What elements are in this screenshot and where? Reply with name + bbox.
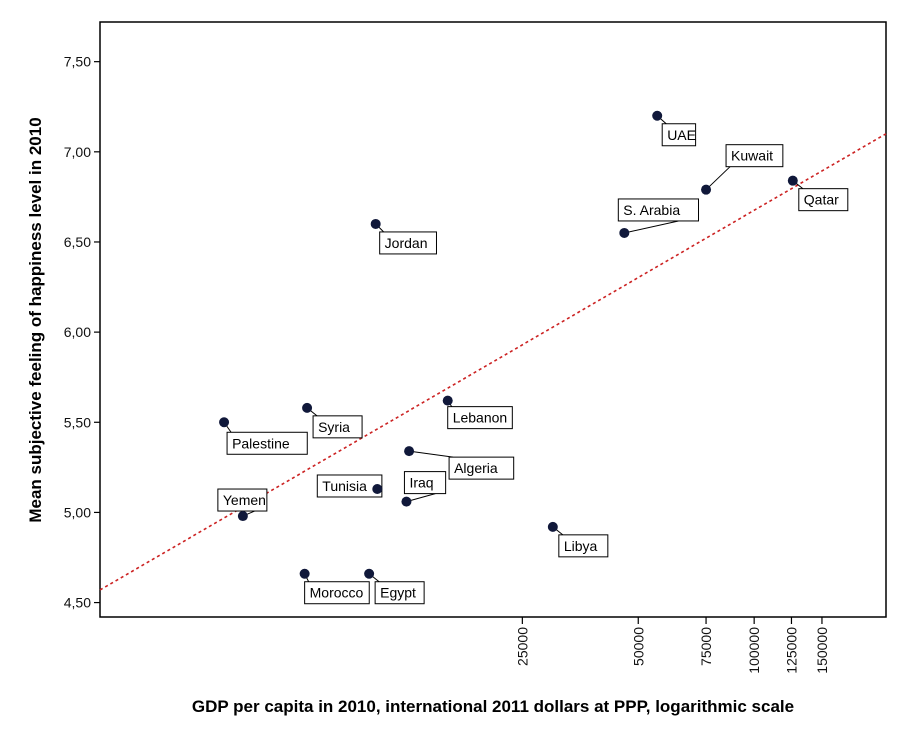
data-point-group: Yemen [217, 488, 268, 522]
y-tick-label: 5,50 [64, 414, 91, 430]
y-tick-label: 7,50 [64, 54, 91, 70]
point-label: Yemen [223, 492, 266, 508]
data-point-group: Tunisia [316, 474, 383, 498]
data-point-group: S. Arabia [617, 198, 700, 238]
data-point [370, 218, 381, 229]
data-point-group: Algeria [404, 446, 515, 480]
y-axis-title: Mean subjective feeling of happiness lev… [26, 117, 45, 522]
label-box [448, 456, 515, 480]
point-label: Morocco [310, 585, 364, 601]
point-label: Kuwait [731, 148, 773, 164]
data-point-group: Qatar [787, 175, 849, 212]
label-leader-line [705, 166, 731, 191]
data-point [302, 402, 313, 413]
x-axis: 25000 50000 75000 100000 125000 150000 [514, 617, 830, 674]
data-point [619, 227, 630, 238]
label-leader-line [624, 220, 679, 234]
x-tick-label: 150000 [814, 627, 830, 674]
point-label: Jordan [385, 235, 428, 251]
point-label: S. Arabia [623, 202, 680, 218]
label-box [312, 415, 363, 439]
data-point [442, 395, 453, 406]
y-tick-label: 5,00 [64, 504, 91, 520]
y-tick-label: 6,50 [64, 234, 91, 250]
label-box [374, 581, 425, 605]
data-point [547, 521, 558, 532]
data-point-group: Libya [547, 521, 609, 558]
x-tick-label: 100000 [746, 627, 762, 674]
label-box [558, 534, 609, 558]
data-point-group: Kuwait [701, 144, 784, 195]
label-box [379, 231, 437, 255]
plot-frame [99, 21, 887, 618]
data-point-group: Morocco [299, 568, 370, 605]
point-label: Syria [318, 419, 350, 435]
point-label: Egypt [380, 585, 416, 601]
label-box [304, 581, 370, 605]
data-point [787, 175, 798, 186]
point-label: Palestine [232, 435, 290, 451]
point-label: UAE [667, 127, 696, 143]
y-tick-label: 6,00 [64, 324, 91, 340]
points-group: Palestine Yemen Syria Morocco Egypt Jordan Tun… [217, 110, 849, 605]
data-point-group: Lebanon [442, 395, 513, 430]
label-box [798, 188, 849, 212]
label-box [661, 123, 697, 147]
trendline-group [99, 133, 887, 591]
label-leader-line [409, 450, 454, 458]
point-label: Tunisia [322, 478, 367, 494]
label-box [403, 471, 447, 495]
label-box [617, 198, 700, 222]
label-box [316, 474, 383, 498]
data-point-group: Egypt [364, 568, 425, 605]
y-axis: 4,50 5,00 5,50 6,00 6,50 7,00 7,50 [64, 54, 100, 611]
x-tick-label: 50000 [630, 627, 646, 666]
data-point [299, 568, 310, 579]
data-point [404, 446, 415, 457]
point-label: Libya [564, 538, 598, 554]
point-label: Qatar [804, 192, 839, 208]
label-box [217, 488, 268, 512]
y-tick-label: 7,00 [64, 144, 91, 160]
label-box [226, 431, 308, 455]
data-point-group: Jordan [370, 218, 437, 255]
data-point [401, 496, 412, 507]
data-point [364, 568, 375, 579]
point-label: Algeria [454, 460, 498, 476]
data-point-group: UAE [652, 110, 697, 147]
data-point [219, 417, 230, 428]
data-point [701, 184, 712, 195]
data-point-group: Syria [302, 402, 363, 439]
y-tick-label: 4,50 [64, 595, 91, 611]
x-tick-label: 75000 [698, 627, 714, 666]
label-box [447, 406, 513, 430]
x-axis-title: GDP per capita in 2010, international 20… [192, 697, 794, 716]
label-box [725, 144, 784, 168]
data-point [372, 483, 383, 494]
point-label: Lebanon [453, 410, 508, 426]
data-point [237, 511, 248, 522]
data-point-group: Iraq [401, 471, 447, 507]
point-label: Iraq [409, 475, 433, 491]
trendline [99, 133, 887, 591]
x-tick-label: 125000 [783, 627, 799, 674]
data-point [652, 110, 663, 121]
x-tick-label: 25000 [514, 627, 530, 666]
data-point-group: Palestine [219, 417, 308, 455]
